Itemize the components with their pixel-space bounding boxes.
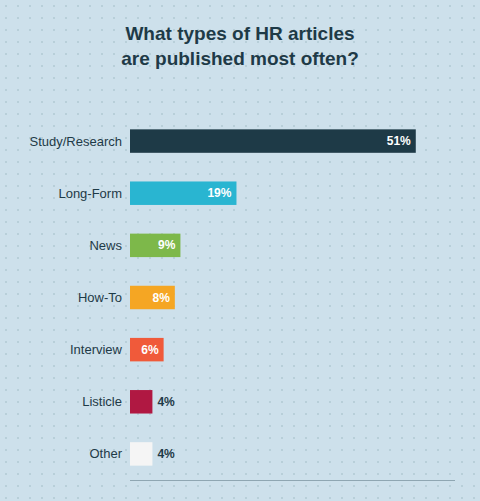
data-label: 51% — [387, 134, 411, 148]
category-label: Interview — [70, 342, 123, 357]
bar — [130, 129, 416, 152]
bar — [130, 234, 180, 257]
data-label: 4% — [157, 395, 175, 409]
x-axis-line — [130, 480, 455, 481]
data-label: 8% — [152, 291, 170, 305]
bar — [130, 286, 175, 309]
bar — [130, 338, 164, 361]
bars — [130, 129, 416, 465]
category-label: Study/Research — [30, 134, 123, 149]
chart: What types of HR articlesare published m… — [0, 0, 480, 501]
category-label: Listicle — [82, 394, 122, 409]
data-label: 19% — [207, 186, 231, 200]
data-label: 4% — [157, 447, 175, 461]
labels: Study/Research 51% Long-Form 19% News 9% How-T… — [30, 134, 412, 462]
category-label: News — [89, 238, 122, 253]
category-label: Other — [89, 446, 122, 461]
data-label: 6% — [141, 343, 159, 357]
bar — [130, 442, 152, 465]
title: What types of HR articlesare published m… — [121, 23, 359, 69]
category-label: How-To — [78, 290, 122, 305]
category-label: Long-Form — [58, 186, 122, 201]
bar — [130, 181, 236, 204]
data-label: 9% — [158, 238, 176, 252]
bar — [130, 390, 152, 413]
